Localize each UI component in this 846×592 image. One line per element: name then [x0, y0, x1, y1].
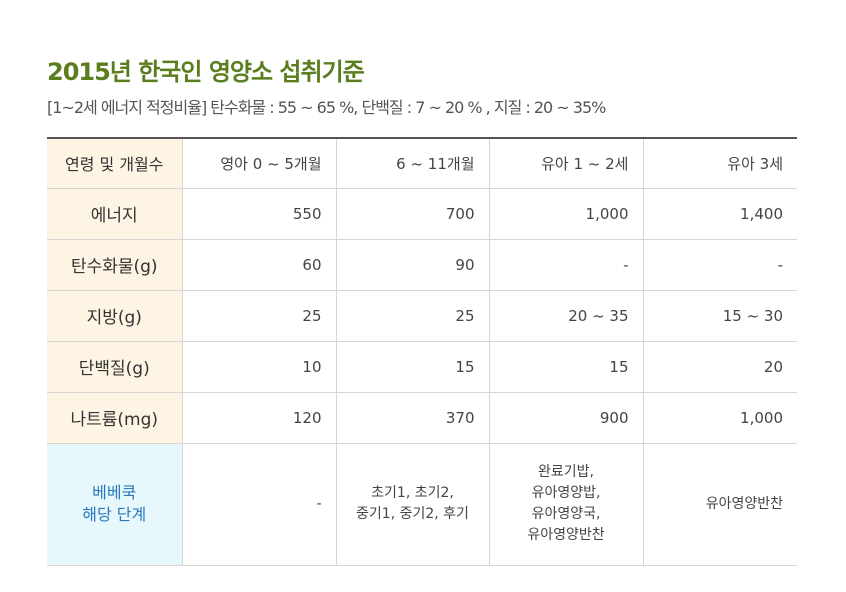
table-row-fat: 지방(g) 25 25 20 ~ 35 15 ~ 30	[47, 290, 797, 342]
table-cell: 20	[643, 341, 797, 393]
table-cell: 370	[336, 392, 490, 444]
header-toddler-3: 유아 3세	[643, 138, 797, 189]
nutrient-intake-table: 연령 및 개월수 영아 0 ~ 5개월 6 ~ 11개월 유아 1 ~ 2세 유…	[47, 137, 797, 566]
table-cell: 1,400	[643, 188, 797, 240]
stage-line: 유아영양국,	[531, 506, 601, 522]
table-cell: 15	[336, 341, 490, 393]
stage-line: 유아영양반찬	[527, 527, 605, 543]
table-row-sodium: 나트륨(mg) 120 370 900 1,000	[47, 392, 797, 444]
header-toddler-1-2: 유아 1 ~ 2세	[489, 138, 644, 189]
table-cell: 15	[489, 341, 644, 393]
table-cell: 1,000	[489, 188, 644, 240]
table-cell: 25	[336, 290, 490, 342]
header-infant-0-5: 영아 0 ~ 5개월	[182, 138, 337, 189]
page-title: 2015년 한국인 영양소 섭취기준	[47, 58, 365, 86]
table-cell: 유아영양반찬	[643, 443, 797, 566]
bebecook-stage-label: 베베쿡 해당 단계	[47, 443, 183, 566]
table-cell: 완료기밥, 유아영양밥, 유아영양국, 유아영양반찬	[489, 443, 644, 566]
stage-line: 유아영양밥,	[531, 485, 601, 501]
table-row-energy: 에너지 550 700 1,000 1,400	[47, 188, 797, 240]
stage-line: 초기1, 초기2,	[371, 485, 454, 501]
table-row-protein: 단백질(g) 10 15 15 20	[47, 341, 797, 393]
table-cell: -	[182, 443, 337, 566]
table-cell: 90	[336, 239, 490, 291]
table-cell: 120	[182, 392, 337, 444]
table-cell: 15 ~ 30	[643, 290, 797, 342]
table-cell: -	[643, 239, 797, 291]
header-infant-6-11: 6 ~ 11개월	[336, 138, 490, 189]
header-age: 연령 및 개월수	[47, 138, 183, 189]
stage-line: 중기1, 중기2, 후기	[356, 506, 469, 522]
table-cell: 900	[489, 392, 644, 444]
table-cell: 550	[182, 188, 337, 240]
table-cell: 1,000	[643, 392, 797, 444]
table-cell: 60	[182, 239, 337, 291]
table-cell: 초기1, 초기2, 중기1, 중기2, 후기	[336, 443, 490, 566]
row-label: 단백질(g)	[47, 341, 183, 393]
row-label: 탄수화물(g)	[47, 239, 183, 291]
table-cell: 25	[182, 290, 337, 342]
table-cell: 20 ~ 35	[489, 290, 644, 342]
row-label: 지방(g)	[47, 290, 183, 342]
table-row-bebecook: 베베쿡 해당 단계 - 초기1, 초기2, 중기1, 중기2, 후기 완료기밥,…	[47, 443, 797, 566]
table-header-row: 연령 및 개월수 영아 0 ~ 5개월 6 ~ 11개월 유아 1 ~ 2세 유…	[47, 138, 797, 189]
bebecook-label-line: 해당 단계	[82, 505, 147, 524]
bebecook-label-line: 베베쿡	[92, 483, 137, 502]
table-cell: 700	[336, 188, 490, 240]
table-cell: -	[489, 239, 644, 291]
row-label: 에너지	[47, 188, 183, 240]
table-row-carbohydrate: 탄수화물(g) 60 90 - -	[47, 239, 797, 291]
energy-ratio-subtitle: [1~2세 에너지 적정비율] 탄수화물 : 55 ~ 65 %, 단백질 : …	[47, 98, 606, 117]
table-cell: 10	[182, 341, 337, 393]
stage-line: 완료기밥,	[538, 464, 594, 480]
row-label: 나트륨(mg)	[47, 392, 183, 444]
